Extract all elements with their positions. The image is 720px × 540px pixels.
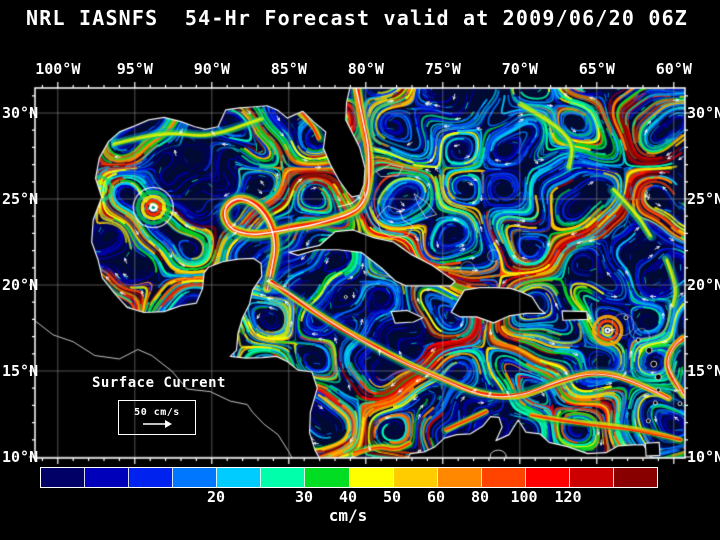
colorbar-segment: [348, 468, 393, 487]
lon-tick-label: 80°W: [347, 60, 384, 78]
lat-tick-label: 30°N: [2, 104, 39, 122]
lon-tick-label: 75°W: [424, 60, 461, 78]
colorbar-tick-label: 80: [470, 488, 490, 506]
colorbar-segment: [480, 468, 525, 487]
lon-tick-label: 65°W: [578, 60, 615, 78]
lat-tick-label: 25°N: [687, 190, 720, 208]
colorbar-tick-label: 50: [382, 488, 402, 506]
colorbar-segment: [41, 468, 85, 487]
colorbar-segment: [304, 468, 349, 487]
colorbar-labels: 20 30 40 50 60 80 100 120: [0, 488, 720, 506]
lat-tick-label: 15°N: [687, 362, 720, 380]
lat-tick-label: 15°N: [2, 362, 39, 380]
colorbar-tick-label: 120: [554, 488, 582, 506]
lon-tick-label: 95°W: [116, 60, 153, 78]
colorbar-segment: [172, 468, 217, 487]
colorbar-tick-label: 20: [206, 488, 226, 506]
lat-tick-label: 10°N: [687, 448, 720, 466]
colorbar: [40, 467, 658, 488]
colorbar-segment: [613, 468, 658, 487]
lat-tick-label: 25°N: [2, 190, 39, 208]
scale-value-label: 50 cm/s: [134, 407, 180, 418]
colorbar-segment: [524, 468, 569, 487]
lon-tick-label: 90°W: [193, 60, 230, 78]
colorbar-segment: [568, 468, 614, 487]
colorbar-tick-label: 30: [294, 488, 314, 506]
colorbar-segment: [260, 468, 305, 487]
lon-tick-label: 70°W: [501, 60, 538, 78]
colorbar-tick-label: 100: [510, 488, 538, 506]
lat-tick-label: 30°N: [687, 104, 720, 122]
colorbar-tick-label: 60: [426, 488, 446, 506]
scale-arrow-icon: [143, 420, 172, 428]
lon-tick-label: 100°W: [35, 60, 81, 78]
lat-tick-label: 20°N: [2, 276, 39, 294]
colorbar-tick-label: 40: [338, 488, 358, 506]
scale-box: 50 cm/s: [118, 400, 196, 435]
colorbar-segment: [84, 468, 129, 487]
lat-tick-label: 10°N: [2, 448, 39, 466]
lat-tick-label: 20°N: [687, 276, 720, 294]
colorbar-segment: [392, 468, 437, 487]
colorbar-segment: [128, 468, 173, 487]
lon-tick-label: 85°W: [270, 60, 307, 78]
lon-tick-label: 60°W: [655, 60, 692, 78]
colorbar-unit-label: cm/s: [328, 506, 368, 525]
colorbar-segment: [216, 468, 261, 487]
legend-title: Surface Current: [92, 375, 226, 391]
colorbar-segment: [436, 468, 481, 487]
page-title: NRL IASNFS 54-Hr Forecast valid at 2009/…: [26, 6, 689, 30]
